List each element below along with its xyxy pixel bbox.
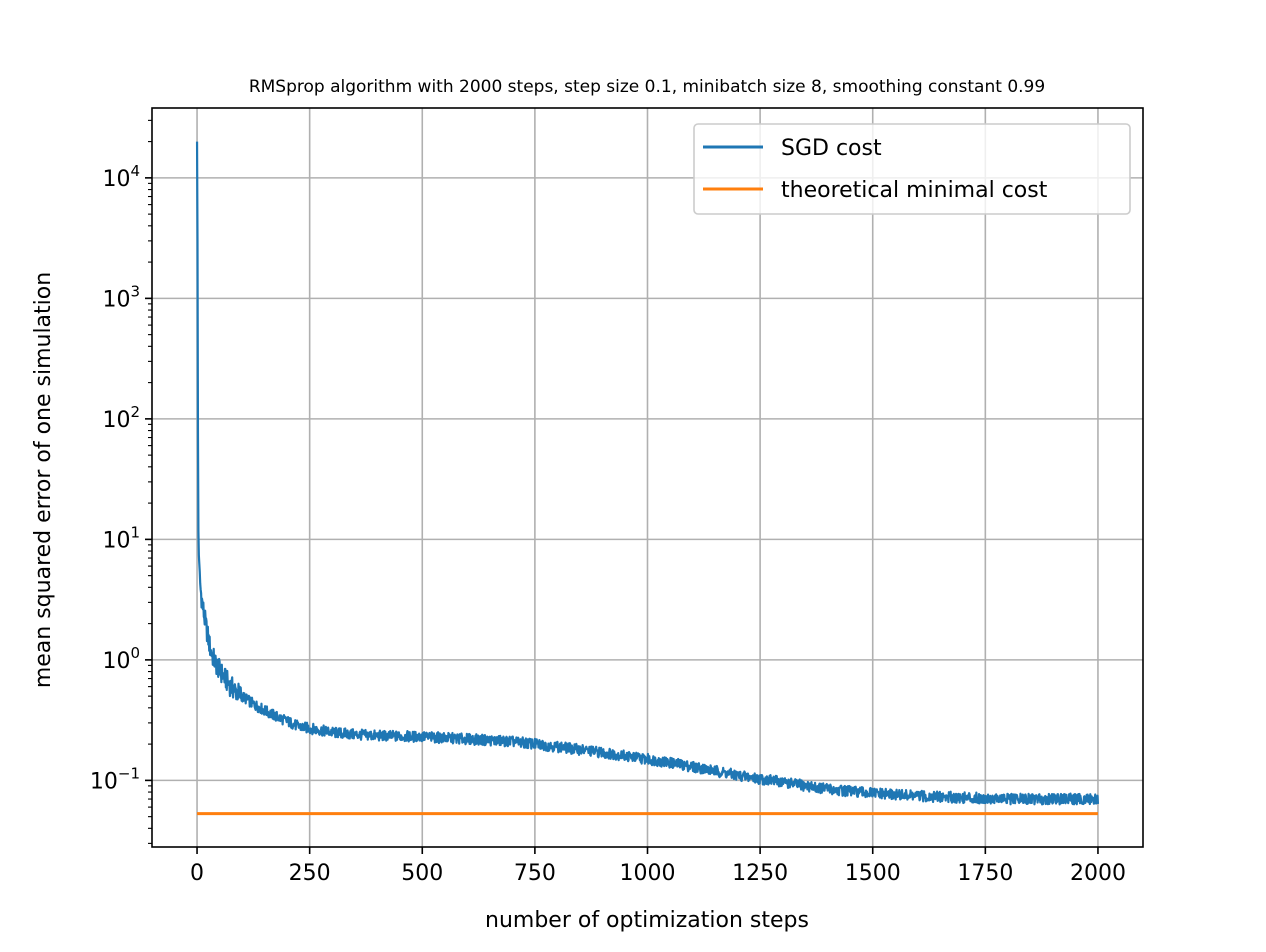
y-tick-label: 101 xyxy=(102,523,140,553)
y-tick-label: 10−1 xyxy=(90,764,140,794)
x-tick-label: 250 xyxy=(289,861,331,886)
legend-label-sgd-cost: SGD cost xyxy=(781,136,882,161)
y-axis-label: mean squared error of one simulation xyxy=(31,272,56,688)
grid-layer xyxy=(152,108,1143,847)
series-line-sgd-cost xyxy=(195,141,1100,806)
y-tick-label: 100 xyxy=(102,644,140,674)
legend-box xyxy=(693,123,1131,215)
x-tick-label: 0 xyxy=(190,861,204,886)
y-tick-label: 103 xyxy=(102,282,140,312)
ticks-layer: 0 250 500 750 1000 1250 1500 1750 2000 10−1 100 101… xyxy=(90,119,1126,886)
x-tick-label: 1750 xyxy=(957,861,1013,886)
legend-label-theoretical-minimal-cost: theoretical minimal cost xyxy=(781,178,1048,203)
x-tick-label: 1000 xyxy=(620,861,676,886)
x-tick-label: 1250 xyxy=(732,861,788,886)
y-tick-label: 102 xyxy=(102,403,140,433)
x-tick-label: 750 xyxy=(514,861,556,886)
x-tick-label: 500 xyxy=(401,861,443,886)
x-tick-label: 1500 xyxy=(845,861,901,886)
legend: SGD cost theoretical minimal cost xyxy=(693,123,1131,215)
x-tick-label: 2000 xyxy=(1070,861,1126,886)
x-axis-label: number of optimization steps xyxy=(485,908,809,933)
y-tick-label: 104 xyxy=(102,162,140,192)
series-layer xyxy=(195,141,1100,816)
chart-title: RMSprop algorithm with 2000 steps, step … xyxy=(249,77,1045,97)
